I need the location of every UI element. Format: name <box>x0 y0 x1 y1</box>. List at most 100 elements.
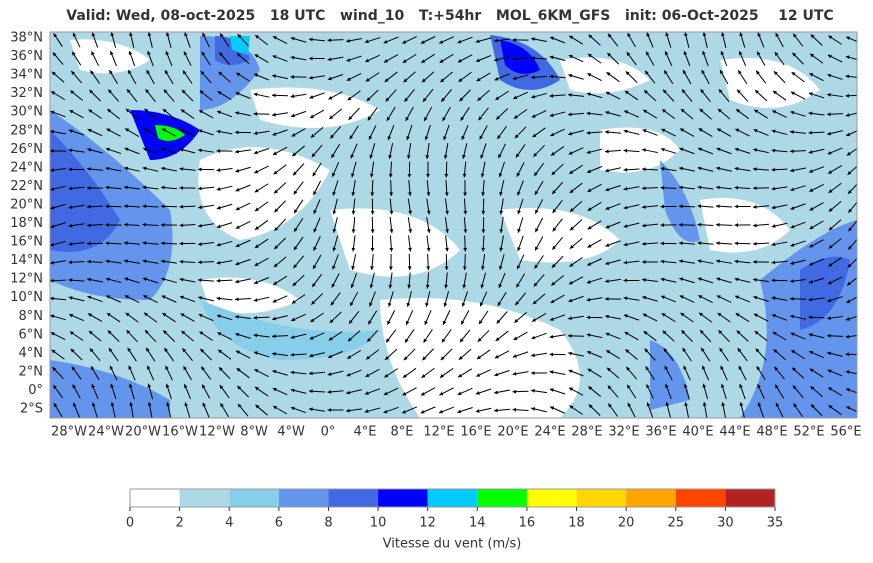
wind-arrow-head <box>370 266 374 270</box>
wind-arrow-head <box>716 147 721 152</box>
wind-arrow-head <box>753 204 757 209</box>
wind-arrow-head <box>517 228 522 233</box>
wind-arrow-head <box>681 330 686 335</box>
wind-arrow-head <box>105 204 110 209</box>
wind-arrow-head <box>549 388 554 392</box>
wind-arrow-head <box>552 227 557 232</box>
wind-arrow-head <box>534 264 539 269</box>
wind-arrow-head <box>660 223 665 228</box>
wind-arrow-head <box>810 404 815 409</box>
wind-arrow-head <box>459 97 464 102</box>
wind-arrow-head <box>124 166 129 171</box>
wind-arrow-head <box>290 113 295 118</box>
wind-arrow-head <box>145 89 150 94</box>
wind-arrow-head <box>405 320 410 325</box>
wind-arrow-head <box>605 261 610 266</box>
wind-arrow-head <box>218 349 223 354</box>
wind-arrow-head <box>364 39 369 44</box>
wind-arrow-head <box>660 185 665 190</box>
wind-arrow-head <box>87 167 91 171</box>
colorbar-tick-label: 0 <box>126 516 134 531</box>
wind-arrow-head <box>550 36 554 41</box>
wind-arrow-head <box>69 331 74 336</box>
wind-arrow-head <box>384 59 389 63</box>
wind-arrow-head <box>53 403 58 408</box>
wind-arrow-head <box>129 32 133 37</box>
wind-arrow-head <box>407 173 412 178</box>
wind-arrow-head <box>627 384 631 389</box>
wind-arrow-head <box>605 224 610 229</box>
wind-arrow-head <box>531 56 535 61</box>
wind-arrow-head <box>463 192 467 196</box>
lon-label: 12°W <box>199 425 235 440</box>
wind-arrow-head <box>605 91 610 96</box>
wind-arrow-head <box>739 32 744 37</box>
wind-arrow-head <box>406 155 411 159</box>
wind-arrow-head <box>499 191 503 196</box>
wind-arrow-head <box>389 266 393 270</box>
wind-arrow-head <box>403 78 408 83</box>
wind-arrow-head <box>369 173 374 178</box>
wind-arrow-head <box>827 131 832 136</box>
wind-arrow-head <box>700 89 705 94</box>
wind-arrow-head <box>660 241 665 246</box>
wind-arrow-head <box>790 243 795 247</box>
wind-arrow-head <box>368 135 373 140</box>
wind-arrow-head <box>389 192 394 196</box>
wind-arrow-head <box>684 32 688 37</box>
wind-arrow-head <box>445 229 450 233</box>
wind-arrow-head <box>165 51 170 56</box>
wind-arrow-head <box>198 205 202 210</box>
wind-arrow-head <box>753 148 758 152</box>
wind-arrow-head <box>69 110 74 114</box>
wind-arrow-head <box>479 320 483 325</box>
wind-arrow-head <box>292 152 297 157</box>
wind-arrow-head <box>88 330 93 335</box>
wind-arrow-head <box>90 70 94 75</box>
wind-arrow-head <box>587 262 592 266</box>
wind-arrow-head <box>680 128 685 132</box>
lon-label: 16°W <box>162 425 198 440</box>
wind-arrow-head <box>236 72 241 77</box>
wind-arrow-head <box>810 34 815 39</box>
wind-arrow-head <box>514 318 519 323</box>
wind-arrow-head <box>216 242 221 247</box>
wind-arrow-head <box>53 33 58 38</box>
wind-arrow-head <box>734 259 739 264</box>
lon-label: 32°E <box>608 425 639 440</box>
wind-arrow-head <box>254 244 259 248</box>
wind-arrow-head <box>682 347 687 352</box>
wind-arrow-head <box>697 222 702 227</box>
wind-arrow-head <box>516 265 521 270</box>
wind-arrow-head <box>476 77 481 82</box>
wind-arrow-head <box>161 204 165 209</box>
wind-arrow-head <box>827 54 832 59</box>
wind-arrow-head <box>587 368 592 373</box>
wind-arrow-head <box>790 279 794 283</box>
wind-arrow-head <box>310 133 315 138</box>
wind-arrow-head <box>237 385 242 390</box>
wind-arrow-head <box>105 223 110 227</box>
wind-arrow-head <box>387 320 391 325</box>
wind-arrow-head <box>87 241 91 246</box>
colorbar-tick-label: 18 <box>568 516 585 531</box>
wind-arrow-head <box>623 167 628 172</box>
wind-arrow-head <box>407 266 412 270</box>
wind-arrow-head <box>313 209 317 214</box>
wind-arrow-head <box>662 330 667 335</box>
wind-arrow-head <box>331 172 336 177</box>
colorbar-tick-label: 8 <box>324 516 332 531</box>
wind-arrow-head <box>68 296 73 300</box>
wind-arrow-head <box>291 299 296 304</box>
wind-arrow-head <box>370 247 375 252</box>
wind-arrow-head <box>327 57 332 62</box>
wind-arrow-head <box>426 210 431 215</box>
wind-arrow-head <box>716 204 720 209</box>
wind-arrow-head <box>498 173 503 178</box>
colorbar-segment <box>675 489 726 507</box>
wind-arrow-head <box>50 296 54 301</box>
wind-arrow-head <box>346 408 350 413</box>
wind-arrow-head <box>587 225 592 230</box>
wind-arrow-head <box>734 277 739 282</box>
wind-arrow-head <box>217 332 222 336</box>
